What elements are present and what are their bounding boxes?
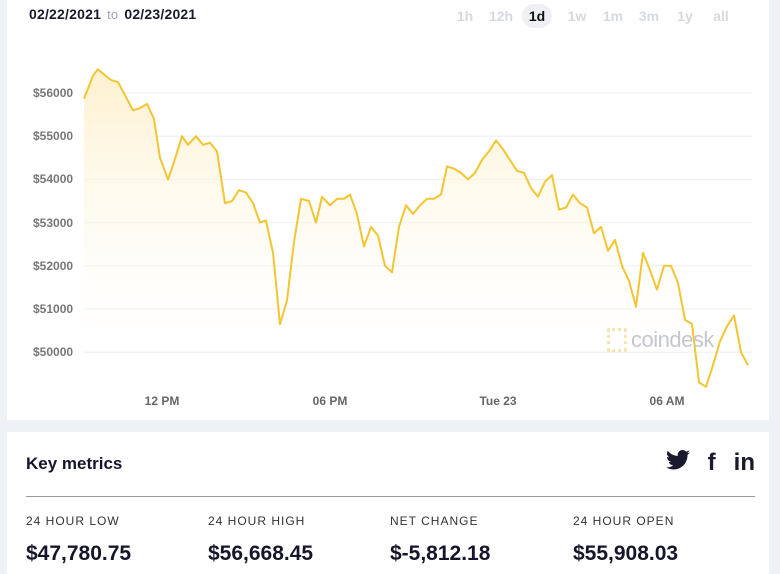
linkedin-icon[interactable]: in	[733, 449, 755, 476]
twitter-icon[interactable]	[665, 449, 690, 477]
price-area	[84, 69, 748, 387]
social-share: f in	[665, 449, 755, 477]
date-from: 02/22/2021	[29, 6, 102, 22]
metric-24h-low: 24 HOUR LOW $47,780.75	[26, 514, 131, 566]
timeframe-tabs: 1h 12h 1d 1w 1m 3m 1y all	[445, 4, 737, 28]
key-metrics-panel: Key metrics f in 24 HOUR LOW $47,780.75 …	[7, 432, 769, 574]
metric-24h-high: 24 HOUR HIGH $56,668.45	[208, 514, 313, 566]
metric-label: 24 HOUR HIGH	[208, 514, 306, 528]
date-range: 02/22/2021 to 02/23/2021	[29, 6, 196, 22]
tab-1m[interactable]: 1m	[602, 8, 624, 24]
facebook-icon[interactable]: f	[707, 449, 716, 476]
y-tick-label: $54000	[33, 172, 74, 187]
tab-all[interactable]: all	[713, 8, 729, 24]
date-to: 02/23/2021	[124, 6, 197, 22]
tab-1h[interactable]: 1h	[456, 8, 474, 24]
x-tick-label: 06 AM	[649, 394, 685, 408]
chart-panel: 02/22/2021 to 02/23/2021 1h 12h 1d 1w 1m 3…	[7, 0, 769, 420]
metric-value: $47,780.75	[26, 542, 132, 565]
coindesk-watermark: coindesk	[607, 327, 714, 353]
price-chart[interactable]	[7, 0, 769, 420]
key-metrics-title: Key metrics	[26, 454, 123, 473]
metric-value: $-5,812.18	[390, 542, 491, 565]
tab-3m[interactable]: 3m	[638, 8, 660, 24]
tab-1y[interactable]: 1y	[677, 8, 693, 24]
y-tick-label: $52000	[33, 258, 74, 273]
y-tick-label: $50000	[33, 345, 74, 360]
tab-1d[interactable]: 1d	[522, 4, 552, 28]
metric-value: $56,668.45	[208, 542, 314, 565]
y-tick-label: $53000	[33, 215, 74, 230]
tab-12h[interactable]: 12h	[488, 8, 514, 24]
metric-label: 24 HOUR OPEN	[573, 514, 675, 528]
metric-label: 24 HOUR LOW	[26, 514, 120, 528]
watermark-text: coindesk	[631, 327, 714, 352]
metric-24h-open: 24 HOUR OPEN $55,908.03	[573, 514, 678, 566]
x-tick-label: 06 PM	[312, 394, 348, 408]
coindesk-logo-icon	[607, 328, 627, 352]
y-tick-label: $55000	[33, 129, 74, 144]
x-tick-label: Tue 23	[479, 394, 517, 408]
x-tick-label: 12 PM	[144, 394, 180, 408]
divider	[26, 496, 755, 497]
price-line	[83, 68, 749, 388]
tab-1w[interactable]: 1w	[567, 8, 587, 24]
metric-net-change: NET CHANGE $-5,812.18	[390, 514, 490, 566]
metric-value: $55,908.03	[573, 542, 679, 565]
metric-label: NET CHANGE	[390, 514, 479, 528]
y-tick-label: $51000	[33, 302, 74, 316]
y-tick-label: $56000	[33, 86, 74, 100]
date-separator: to	[107, 7, 119, 22]
